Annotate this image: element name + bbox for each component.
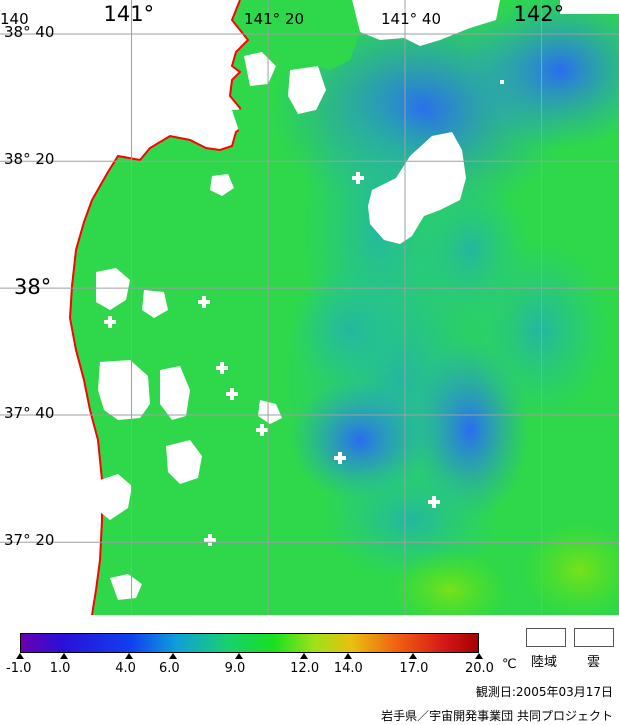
temperature-unit: ℃: [502, 657, 517, 672]
latitude-label: 38°: [14, 275, 52, 300]
legend-tick-mark: [475, 653, 483, 659]
coastline: [68, 0, 250, 615]
observation-date: 観測日:2005年03月17日: [475, 685, 613, 699]
longitude-label: 141°: [103, 2, 155, 26]
longitude-label: 142°: [513, 2, 565, 26]
legend-tick-mark: [234, 653, 243, 659]
legend-tick-label: 1.0: [49, 661, 71, 676]
land-legend-label: 陸域: [531, 655, 558, 670]
credit-line: 岩手県／宇宙開発事業団 共同プロジェクト: [381, 709, 613, 723]
longitude-label: 141° 20: [244, 10, 305, 28]
legend-tick-mark: [409, 653, 418, 659]
land-legend-swatch: [526, 628, 566, 647]
land-area: [0, 0, 248, 615]
legend-tick-mark: [300, 653, 309, 659]
longitude-label: 141° 40: [381, 10, 441, 28]
legend-tick-label: 9.0: [224, 661, 246, 676]
legend-tick-label: 12.0: [290, 661, 320, 676]
legend-tick-mark: [59, 653, 68, 659]
latitude-label: 38° 20: [4, 150, 55, 169]
legend-tick-label: 6.0: [159, 661, 180, 676]
cloud-legend-label: 雲: [587, 655, 601, 670]
legend-tick-label: -1.0: [6, 661, 32, 676]
cloud-legend-swatch: [574, 628, 614, 647]
latitude-label: 37° 20: [4, 531, 55, 550]
legend-tick-label: 14.0: [333, 661, 363, 676]
legend-tick-label: 17.0: [399, 661, 429, 676]
coastal-water-patches: [232, 0, 360, 160]
sst-map-image: [0, 0, 619, 615]
legend-tick-mark: [16, 653, 24, 659]
cloud-cover: [96, 0, 619, 600]
legend-tick-mark: [125, 653, 134, 659]
legend-tick-label: 4.0: [115, 661, 136, 676]
latitude-label: 38° 40: [4, 23, 55, 41]
temperature-color-bar: [20, 633, 479, 653]
latitude-label: 37° 40: [4, 404, 55, 422]
legend-tick-mark: [343, 653, 352, 659]
legend-tick-mark: [169, 653, 177, 659]
longitude-label: 140: [0, 10, 29, 28]
legend-tick-label: 20.0: [465, 661, 494, 676]
graticule: [0, 0, 619, 615]
